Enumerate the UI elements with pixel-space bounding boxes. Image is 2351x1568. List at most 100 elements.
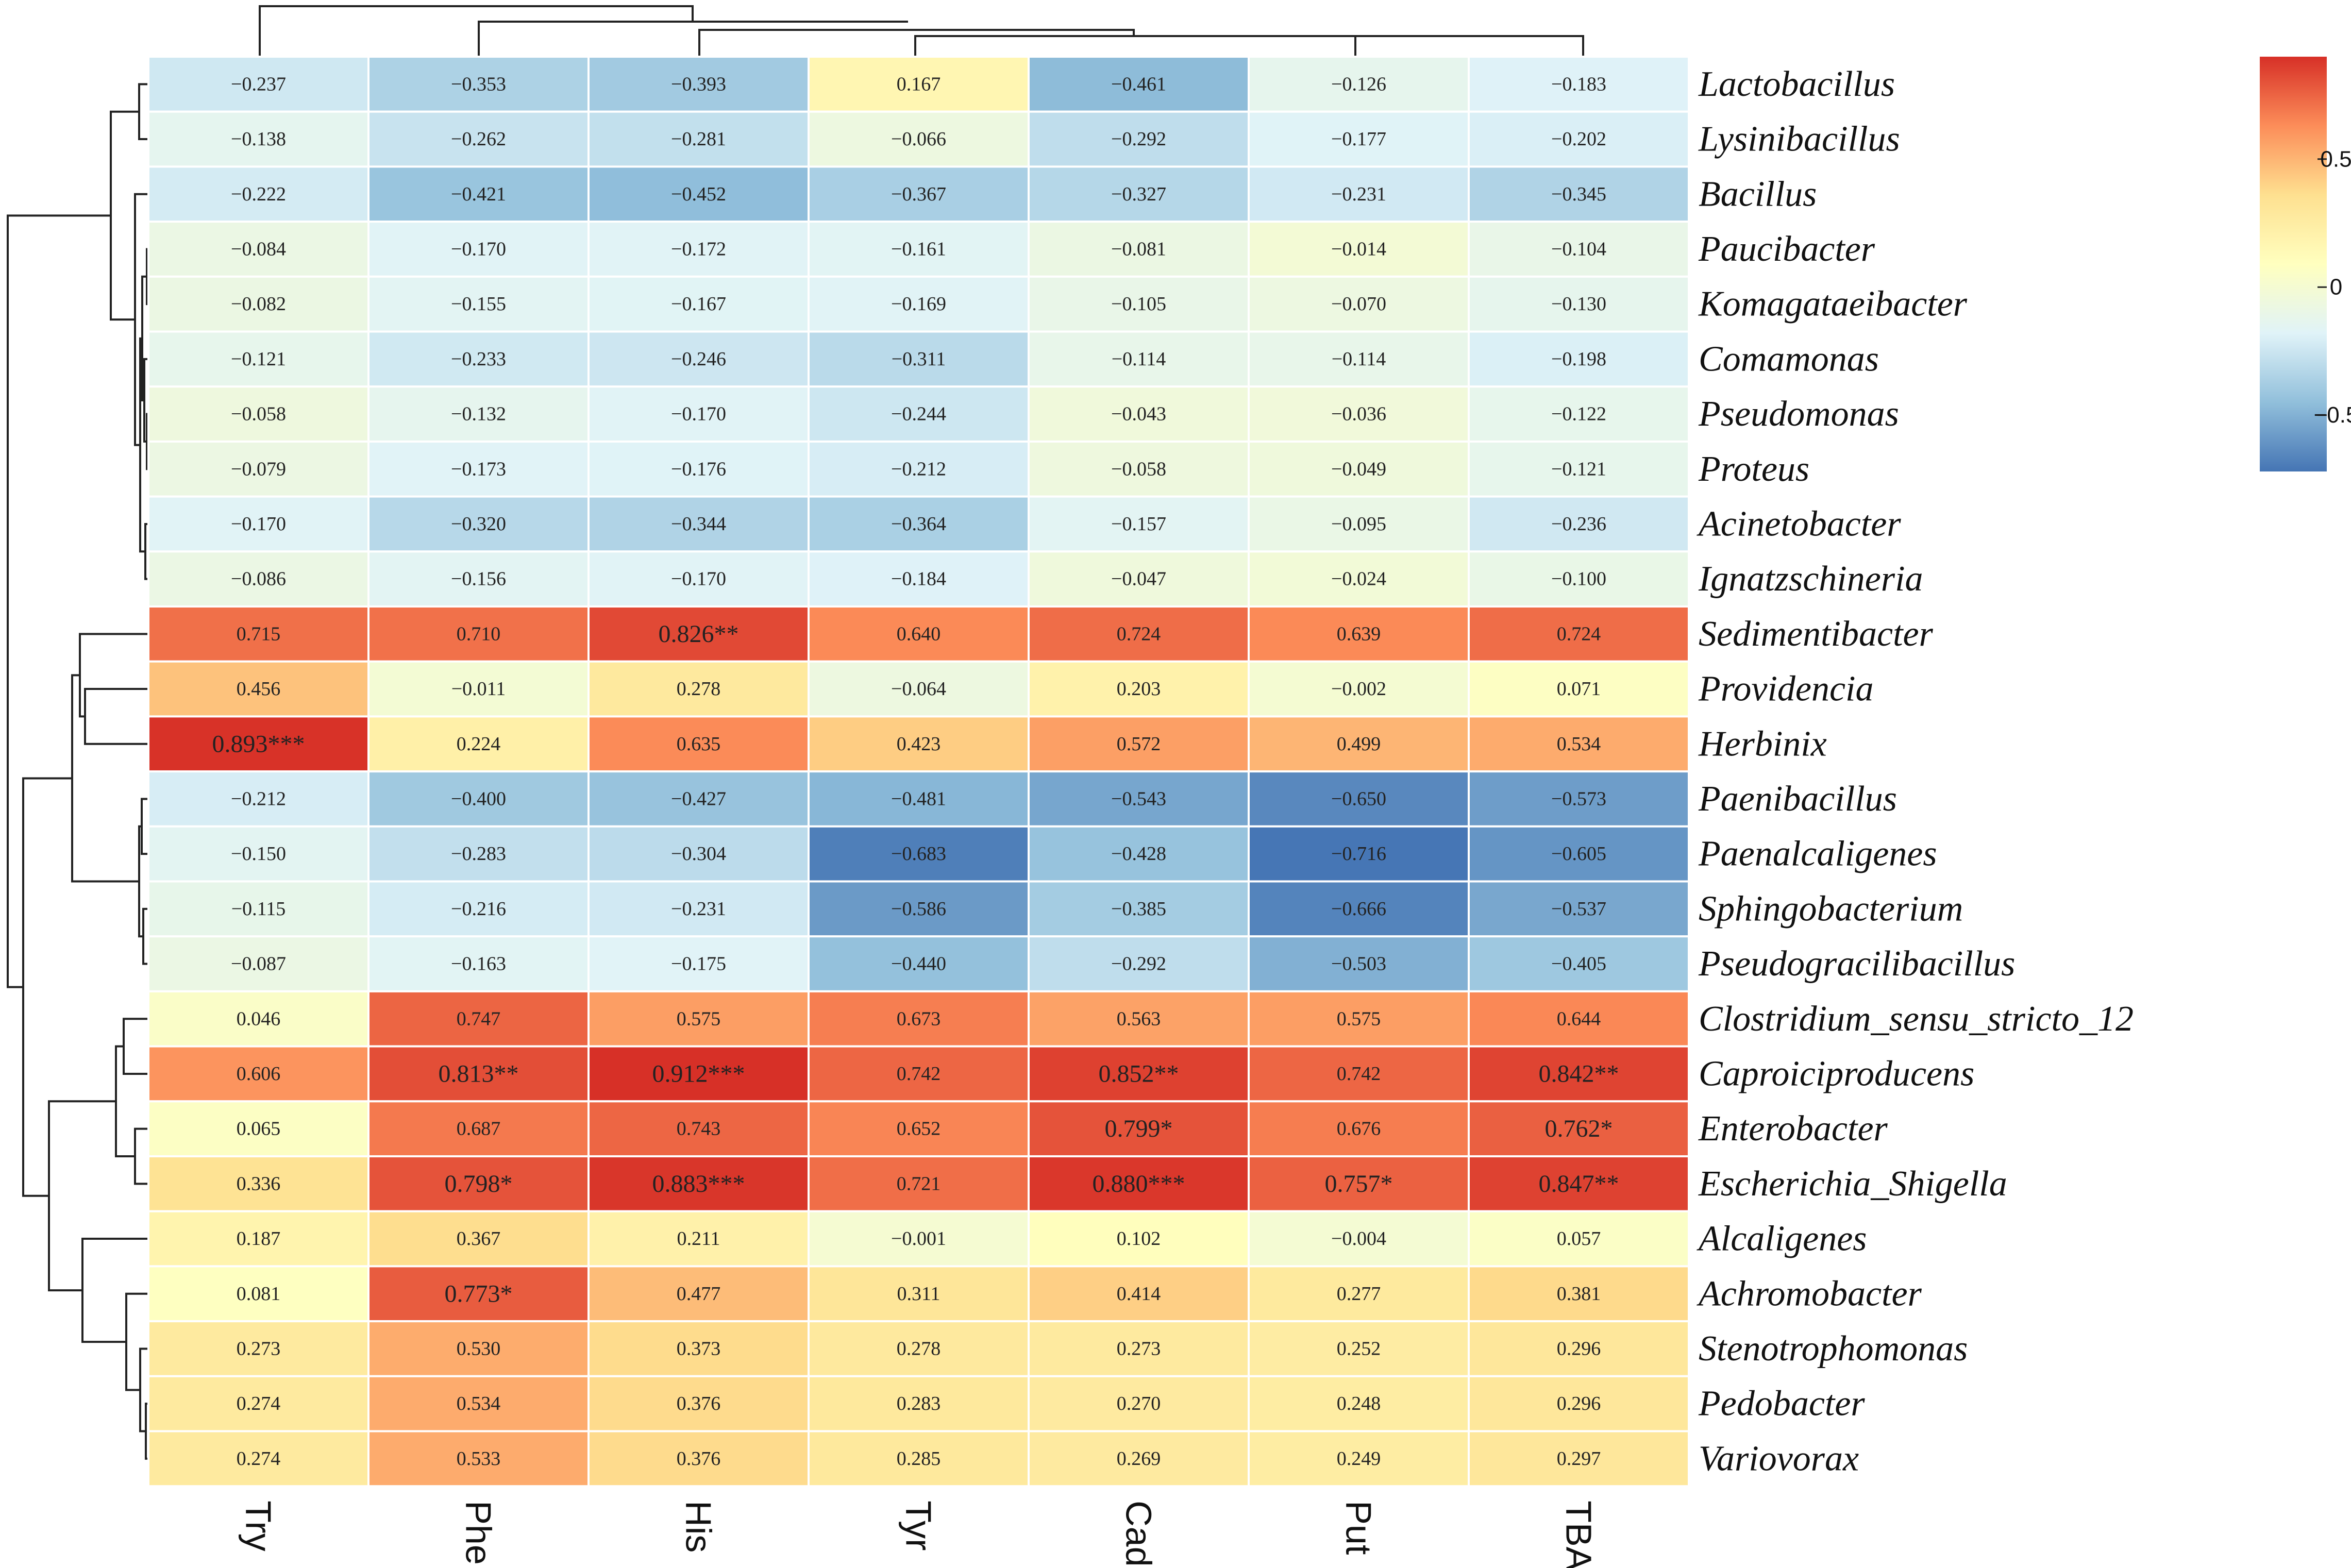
dendrogram-link (71, 674, 139, 883)
cell-value-label: −0.327 (1111, 183, 1166, 205)
cell-value-label: −0.176 (671, 458, 726, 480)
heatmap-cell (1468, 1210, 1690, 1268)
cell-value-label: −0.155 (451, 293, 506, 315)
row-label: Paenibacillus (1698, 779, 1897, 819)
cell-value-label: −0.104 (1551, 238, 1606, 260)
cell-value-label: −0.216 (451, 898, 506, 920)
cell-value-label: −0.170 (451, 238, 506, 260)
heatmap-cell (1468, 275, 1690, 333)
heatmap-cell (1248, 495, 1470, 553)
cell-value-label: 0.635 (677, 733, 721, 755)
cell-value-label: 0.376 (677, 1448, 721, 1470)
cell-value-label: −0.237 (231, 73, 286, 95)
row-label: Sphingobacterium (1699, 889, 1963, 929)
cell-value-label: 0.277 (1337, 1283, 1381, 1305)
heatmap-cell (1028, 275, 1250, 333)
cell-value-label: −0.543 (1111, 788, 1166, 810)
row-label: Komagataeibacter (1698, 284, 1968, 324)
cell-value-label: −0.011 (451, 678, 506, 700)
heatmap-cell (808, 221, 1030, 278)
heatmap-cell (587, 770, 810, 828)
dendrogram-link (139, 1347, 148, 1432)
dendrogram-link (123, 1018, 148, 1075)
cell-value-label: 0.644 (1557, 1008, 1601, 1030)
row-label: Pedobacter (1698, 1384, 1865, 1424)
heatmap-cell (587, 1210, 810, 1268)
heatmap-cell (367, 1320, 590, 1377)
heatmap-cell (147, 770, 370, 828)
cell-value-label: −0.095 (1331, 513, 1386, 535)
heatmap-cell (1028, 825, 1250, 883)
cell-value-label: −0.084 (231, 238, 286, 260)
heatmap-cell (367, 1210, 590, 1268)
heatmap-cell (1248, 880, 1470, 938)
cell-value-label: −0.087 (231, 953, 286, 975)
colorbar-tick-label: 0 (2330, 275, 2342, 300)
dendrogram-link (22, 777, 72, 1197)
heatmap-cell (1468, 385, 1690, 443)
heatmap-cell (1028, 1375, 1250, 1432)
cell-value-label: −0.503 (1331, 953, 1386, 975)
heatmap-cell (1468, 221, 1690, 278)
cell-value-label: −0.537 (1551, 898, 1606, 920)
cell-value-label: 0.847** (1539, 1170, 1619, 1198)
heatmap-cell (808, 110, 1030, 168)
cell-value-label: −0.172 (671, 238, 726, 260)
cell-value-label: 0.640 (897, 623, 941, 645)
cell-value-label: −0.198 (1551, 348, 1606, 370)
heatmap-cell (1248, 56, 1470, 113)
cell-value-label: −0.170 (671, 403, 726, 425)
cell-value-label: −0.121 (231, 348, 286, 370)
heatmap-cell (147, 440, 370, 498)
cell-value-label: −0.138 (231, 128, 286, 150)
heatmap-cell (147, 1045, 370, 1103)
heatmap-cell (1028, 1210, 1250, 1268)
heatmap-cell (1028, 1320, 1250, 1377)
cell-value-label: −0.246 (671, 348, 726, 370)
heatmap-cell (1248, 1320, 1470, 1377)
dendrogram-link (125, 1292, 148, 1391)
heatmap-cell (147, 165, 370, 223)
cell-value-label: −0.427 (671, 788, 726, 810)
cell-value-label: 0.883*** (652, 1170, 745, 1198)
cell-value-label: −0.364 (891, 513, 946, 535)
cell-value-label: −0.183 (1551, 73, 1606, 95)
column-label: Try (239, 1500, 279, 1551)
heatmap-cell (808, 880, 1030, 938)
row-label: Achromobacter (1697, 1274, 1922, 1313)
row-label: Comamonas (1699, 339, 1879, 379)
heatmap-cell (808, 1375, 1030, 1432)
dendrogram-link (7, 214, 111, 988)
cell-value-label: −0.043 (1111, 403, 1166, 425)
cell-value-label: 0.081 (237, 1283, 281, 1305)
cell-value-label: 0.381 (1557, 1283, 1601, 1305)
cell-value-label: −0.292 (1111, 953, 1166, 975)
cell-value-label: −0.058 (231, 403, 286, 425)
cell-value-label: −0.367 (891, 183, 946, 205)
cell-value-label: 0.203 (1117, 678, 1161, 700)
cell-value-label: 0.747 (457, 1008, 501, 1030)
heatmap-cell (147, 1100, 370, 1158)
cell-value-label: −0.169 (891, 293, 946, 315)
cell-value-label: 0.563 (1117, 1008, 1161, 1030)
heatmap-cell (1468, 495, 1690, 553)
cell-value-label: −0.115 (231, 898, 286, 920)
cell-value-label: −0.573 (1551, 788, 1606, 810)
cell-value-label: −0.105 (1111, 293, 1166, 315)
dendrogram-link (81, 1238, 148, 1343)
cell-value-label: 0.687 (457, 1118, 501, 1140)
heatmap-cell (1248, 825, 1470, 883)
dendrogram-link (79, 633, 148, 718)
heatmap-cell (587, 1430, 810, 1488)
heatmap-cell (1248, 440, 1470, 498)
row-label: Paenalcaligenes (1698, 834, 1937, 874)
row-label: Proteus (1698, 449, 1809, 489)
heatmap-cell (587, 880, 810, 938)
cell-value-label: 0.639 (1337, 623, 1381, 645)
cell-value-label: −0.353 (451, 73, 506, 95)
heatmap-cell (587, 550, 810, 608)
heatmap-cell (808, 1100, 1030, 1158)
heatmap-cell (1248, 1155, 1470, 1212)
heatmap-cell (367, 221, 590, 278)
